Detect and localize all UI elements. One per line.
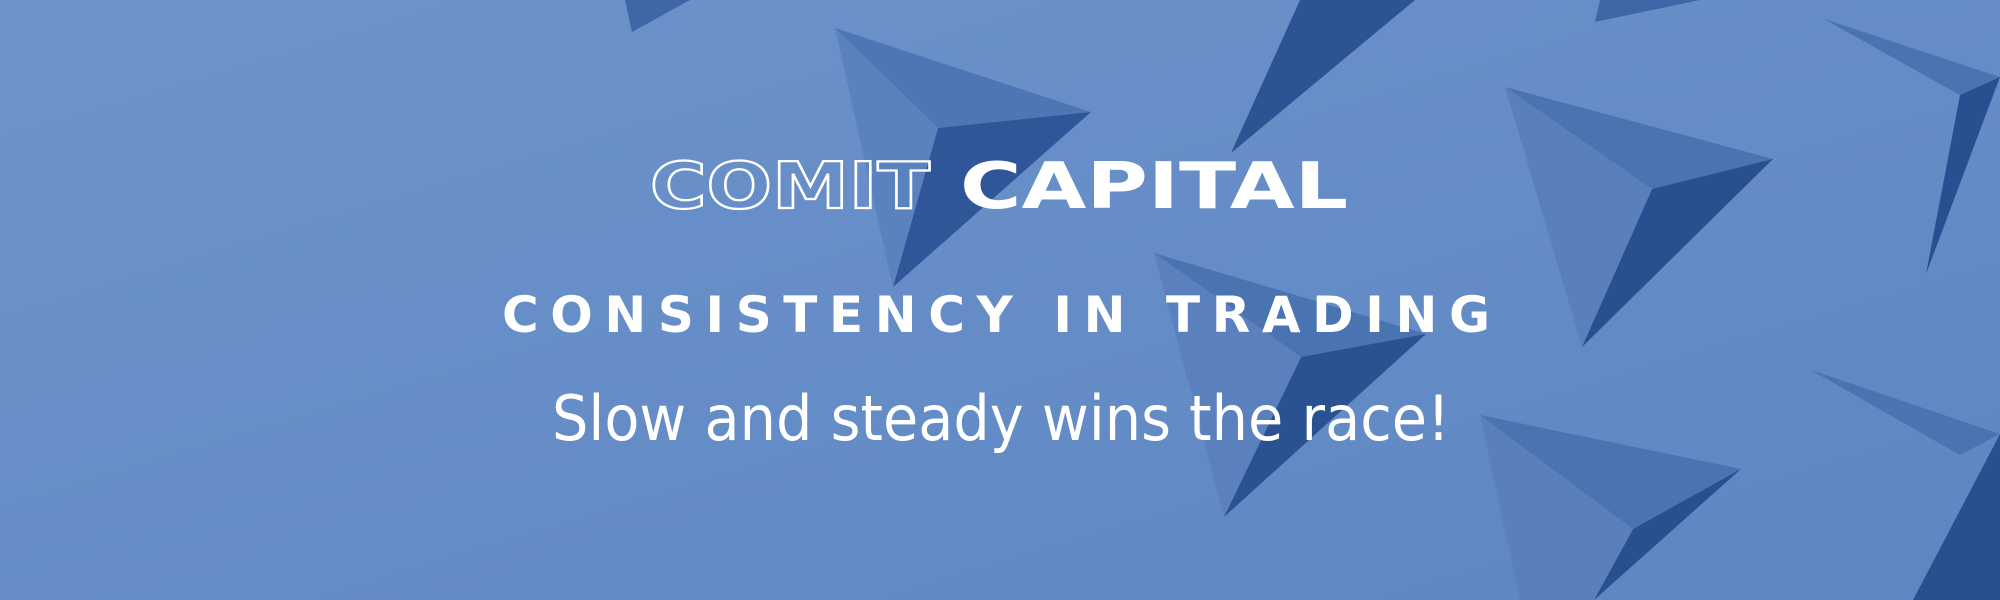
logo-solid: CAPITAL: [960, 150, 1348, 224]
pyramids: [625, 0, 2000, 600]
headline: CONSISTENCY IN TRADING: [502, 286, 1490, 344]
tagline: Slow and steady wins the race!: [552, 382, 1450, 455]
logo-outline: COMIT: [650, 150, 930, 224]
